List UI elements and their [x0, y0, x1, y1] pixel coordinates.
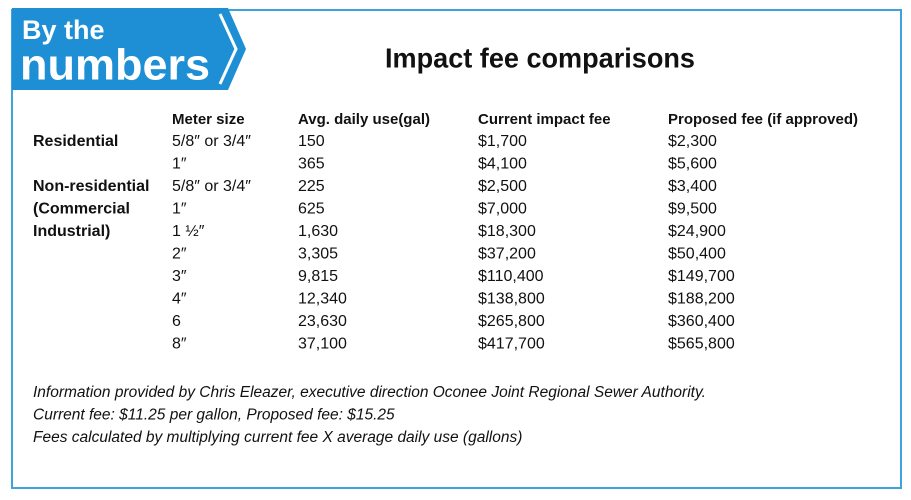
- cell: 1″: [172, 156, 187, 173]
- cell: 6: [172, 313, 181, 330]
- cell: 3,305: [298, 246, 338, 263]
- cell: 37,100: [298, 336, 347, 353]
- cell: $417,700: [478, 336, 545, 353]
- cell: $3,400: [668, 178, 717, 195]
- frame: [11, 9, 902, 489]
- row-group: (Commercial: [33, 201, 130, 218]
- cell: 5/8″ or 3/4″: [172, 178, 251, 195]
- column-header: Current impact fee: [478, 111, 611, 128]
- cell: $9,500: [668, 201, 717, 218]
- cell: $2,500: [478, 178, 527, 195]
- cell: 9,815: [298, 268, 338, 285]
- cell: 12,340: [298, 291, 347, 308]
- note: Fees calculated by multiplying current f…: [33, 429, 522, 446]
- note: Information provided by Chris Eleazer, e…: [33, 384, 706, 401]
- cell: $149,700: [668, 268, 735, 285]
- cell: 5/8″ or 3/4″: [172, 133, 251, 150]
- cell: $5,600: [668, 156, 717, 173]
- cell: $4,100: [478, 156, 527, 173]
- badge-chevron: [218, 13, 238, 85]
- row-group: Non-residential: [33, 178, 149, 195]
- cell: $1,700: [478, 133, 527, 150]
- note: Current fee: $11.25 per gallon, Proposed…: [33, 407, 395, 424]
- cell: $360,400: [668, 313, 735, 330]
- cell: 365: [298, 156, 325, 173]
- cell: 225: [298, 178, 325, 195]
- row-group: Industrial): [33, 223, 110, 240]
- cell: $138,800: [478, 291, 545, 308]
- badge: [12, 8, 246, 90]
- cell: $2,300: [668, 133, 717, 150]
- cell: 23,630: [298, 313, 347, 330]
- cell: 2″: [172, 246, 187, 263]
- cell: $265,800: [478, 313, 545, 330]
- cell: $7,000: [478, 201, 527, 218]
- cell: $37,200: [478, 246, 536, 263]
- row-group: Residential: [33, 133, 118, 150]
- cell: 1″: [172, 201, 187, 218]
- cell: 3″: [172, 268, 187, 285]
- cell: 150: [298, 133, 325, 150]
- cell: $18,300: [478, 223, 536, 240]
- cell: $24,900: [668, 223, 726, 240]
- column-header: Meter size: [172, 111, 245, 128]
- cell: 4″: [172, 291, 187, 308]
- cell: 1,630: [298, 223, 338, 240]
- column-header: Avg. daily use(gal): [298, 111, 430, 128]
- title: Impact fee comparisons: [385, 42, 695, 73]
- cell: $565,800: [668, 336, 735, 353]
- column-header: Proposed fee (if approved): [668, 111, 858, 128]
- badge-line2: numbers: [20, 41, 210, 90]
- cell: 625: [298, 201, 325, 218]
- cell: 8″: [172, 336, 187, 353]
- cell: 1 ½″: [172, 223, 205, 240]
- cell: $188,200: [668, 291, 735, 308]
- badge-line1: By the: [22, 15, 105, 45]
- cell: $50,400: [668, 246, 726, 263]
- cell: $110,400: [478, 268, 544, 285]
